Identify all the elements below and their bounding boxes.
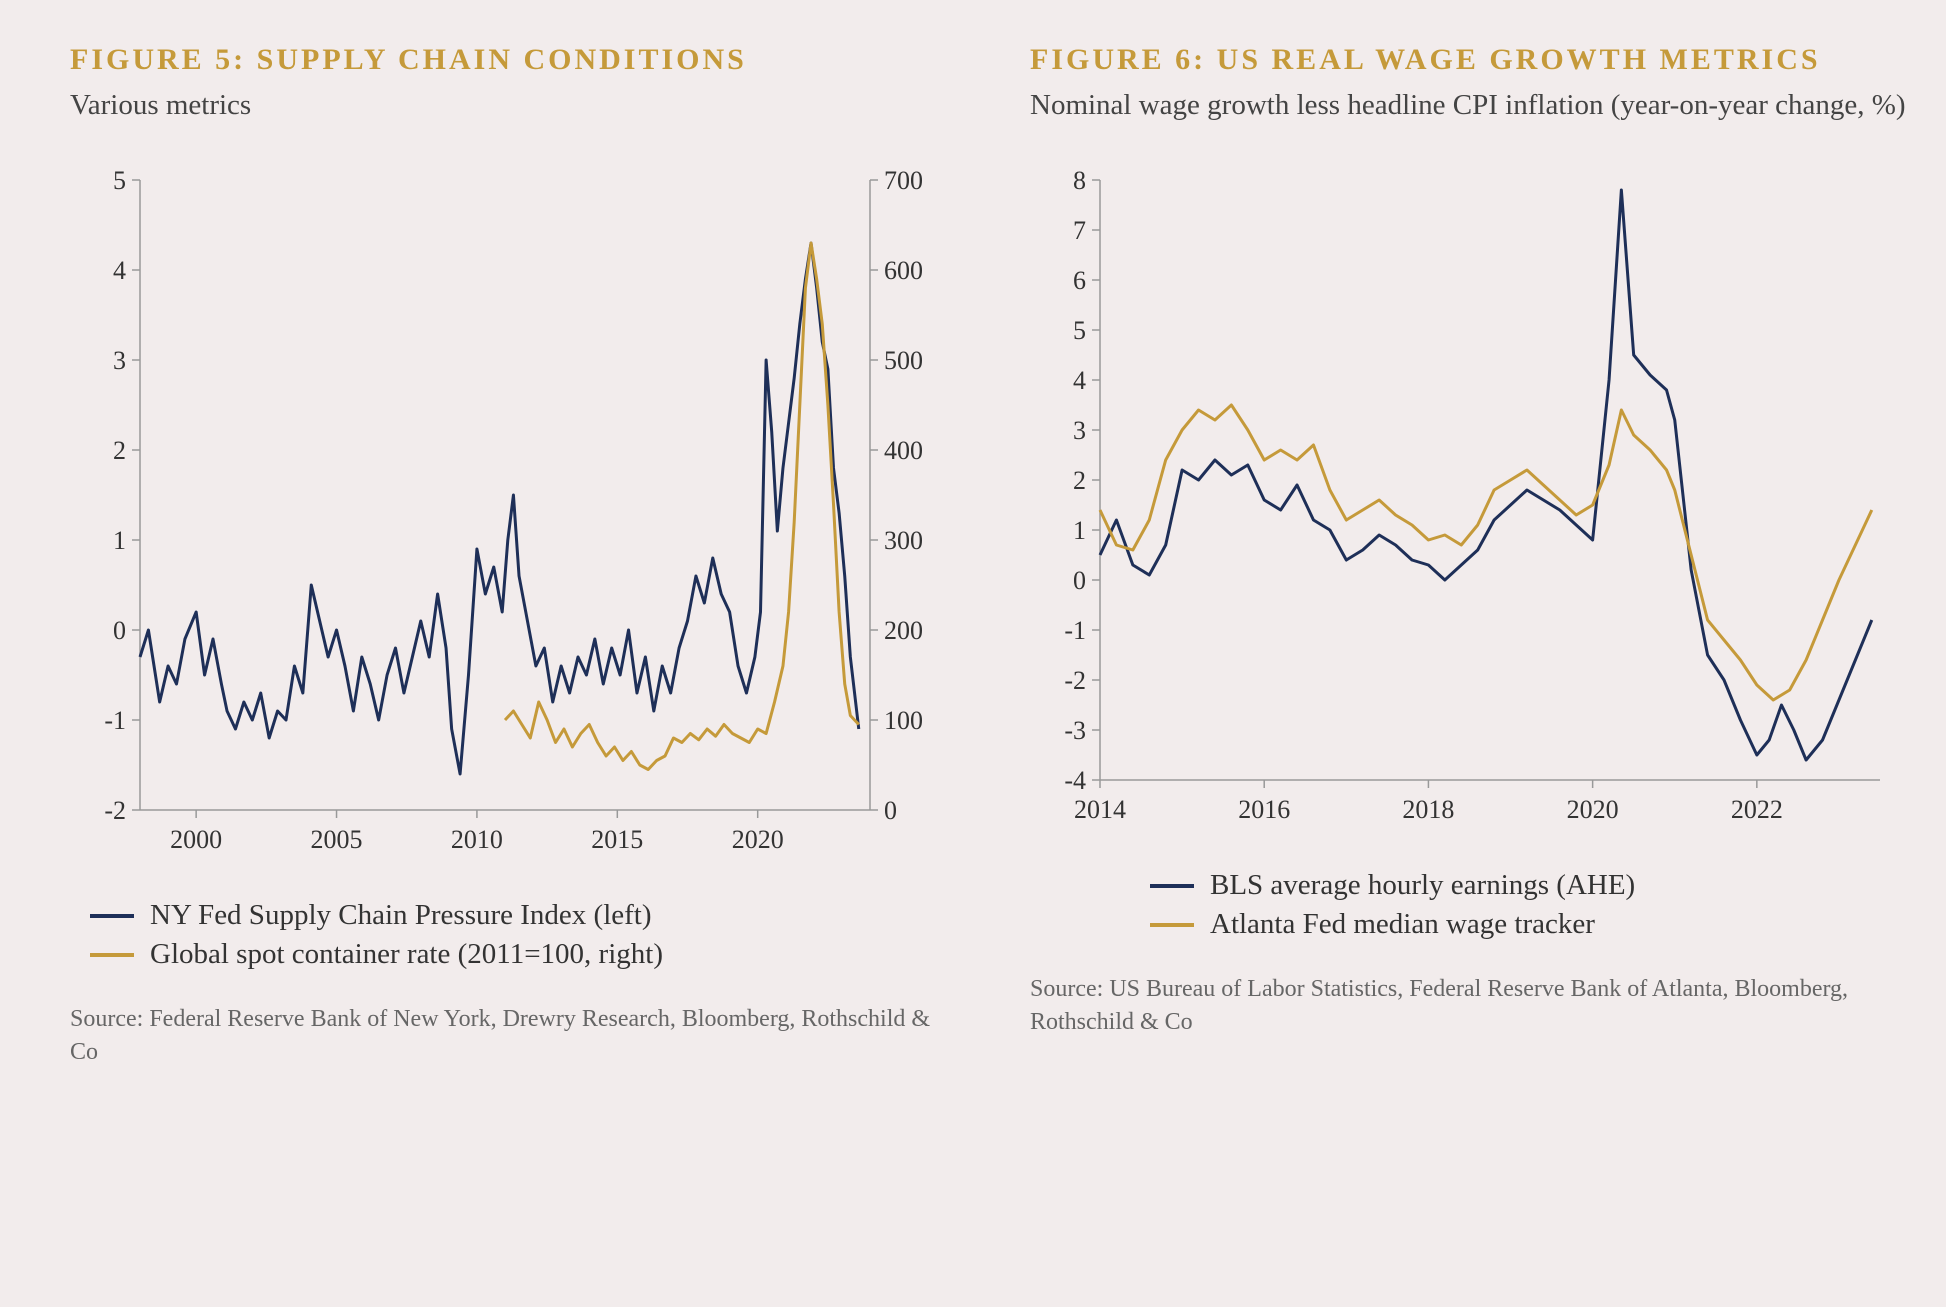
svg-text:8: 8 <box>1073 166 1086 195</box>
svg-text:-2: -2 <box>104 796 126 825</box>
svg-text:2010: 2010 <box>451 825 503 854</box>
figure-6-subtitle: Nominal wage growth less headline CPI in… <box>1030 87 1910 125</box>
svg-text:0: 0 <box>884 796 897 825</box>
svg-text:1: 1 <box>113 526 126 555</box>
svg-text:400: 400 <box>884 436 923 465</box>
legend-swatch <box>1150 923 1194 927</box>
figure-5-panel: FIGURE 5: SUPPLY CHAIN CONDITIONS Variou… <box>70 40 950 1267</box>
figure-6-source: Source: US Bureau of Labor Statistics, F… <box>1030 973 1910 1038</box>
svg-text:6: 6 <box>1073 266 1086 295</box>
svg-text:-3: -3 <box>1064 716 1086 745</box>
svg-text:4: 4 <box>113 256 126 285</box>
figure-5-legend: NY Fed Supply Chain Pressure Index (left… <box>70 899 950 977</box>
svg-text:2016: 2016 <box>1238 795 1290 824</box>
figure-5-title: FIGURE 5: SUPPLY CHAIN CONDITIONS <box>70 40 950 81</box>
legend-label: BLS average hourly earnings (AHE) <box>1210 869 1635 902</box>
svg-text:4: 4 <box>1073 366 1086 395</box>
svg-text:-1: -1 <box>1064 616 1086 645</box>
svg-text:2018: 2018 <box>1402 795 1454 824</box>
svg-text:3: 3 <box>113 346 126 375</box>
figure-5-source: Source: Federal Reserve Bank of New York… <box>70 1003 950 1068</box>
svg-text:0: 0 <box>1073 566 1086 595</box>
legend-item: BLS average hourly earnings (AHE) <box>1150 869 1910 902</box>
legend-item: NY Fed Supply Chain Pressure Index (left… <box>90 899 950 932</box>
svg-text:1: 1 <box>1073 516 1086 545</box>
svg-text:0: 0 <box>113 616 126 645</box>
svg-text:2015: 2015 <box>591 825 643 854</box>
svg-text:-2: -2 <box>1064 666 1086 695</box>
svg-text:500: 500 <box>884 346 923 375</box>
svg-text:2020: 2020 <box>1567 795 1619 824</box>
legend-label: Global spot container rate (2011=100, ri… <box>150 938 663 971</box>
svg-text:5: 5 <box>1073 316 1086 345</box>
legend-swatch <box>90 914 134 918</box>
svg-text:2005: 2005 <box>311 825 363 854</box>
legend-swatch <box>1150 884 1194 888</box>
svg-text:5: 5 <box>113 166 126 195</box>
svg-text:2: 2 <box>1073 466 1086 495</box>
svg-text:2014: 2014 <box>1074 795 1126 824</box>
figure-6-chart: -4 -3 -2 -1 0 1 2 3 4 5 6 7 8 2014 2016 2018 2020 2022 <box>1030 160 1910 845</box>
svg-text:2000: 2000 <box>170 825 222 854</box>
svg-text:-4: -4 <box>1064 766 1086 795</box>
svg-text:300: 300 <box>884 526 923 555</box>
svg-text:2: 2 <box>113 436 126 465</box>
figure-6-panel: FIGURE 6: US REAL WAGE GROWTH METRICS No… <box>1030 40 1910 1267</box>
svg-text:100: 100 <box>884 706 923 735</box>
figure-5-subtitle: Various metrics <box>70 87 950 125</box>
legend-item: Atlanta Fed median wage tracker <box>1150 908 1910 941</box>
svg-text:700: 700 <box>884 166 923 195</box>
legend-label: Atlanta Fed median wage tracker <box>1210 908 1595 941</box>
legend-swatch <box>90 953 134 957</box>
svg-text:3: 3 <box>1073 416 1086 445</box>
figure-5-chart: -2 -1 0 1 2 3 4 5 0 100 200 300 400 500 600 700 2000 2005… <box>70 160 950 875</box>
svg-text:2022: 2022 <box>1731 795 1783 824</box>
legend-label: NY Fed Supply Chain Pressure Index (left… <box>150 899 652 932</box>
svg-text:7: 7 <box>1073 216 1086 245</box>
svg-text:2020: 2020 <box>732 825 784 854</box>
figure-6-legend: BLS average hourly earnings (AHE) Atlant… <box>1030 869 1910 947</box>
svg-text:-1: -1 <box>104 706 126 735</box>
legend-item: Global spot container rate (2011=100, ri… <box>90 938 950 971</box>
svg-text:200: 200 <box>884 616 923 645</box>
figure-6-title: FIGURE 6: US REAL WAGE GROWTH METRICS <box>1030 40 1910 81</box>
svg-text:600: 600 <box>884 256 923 285</box>
